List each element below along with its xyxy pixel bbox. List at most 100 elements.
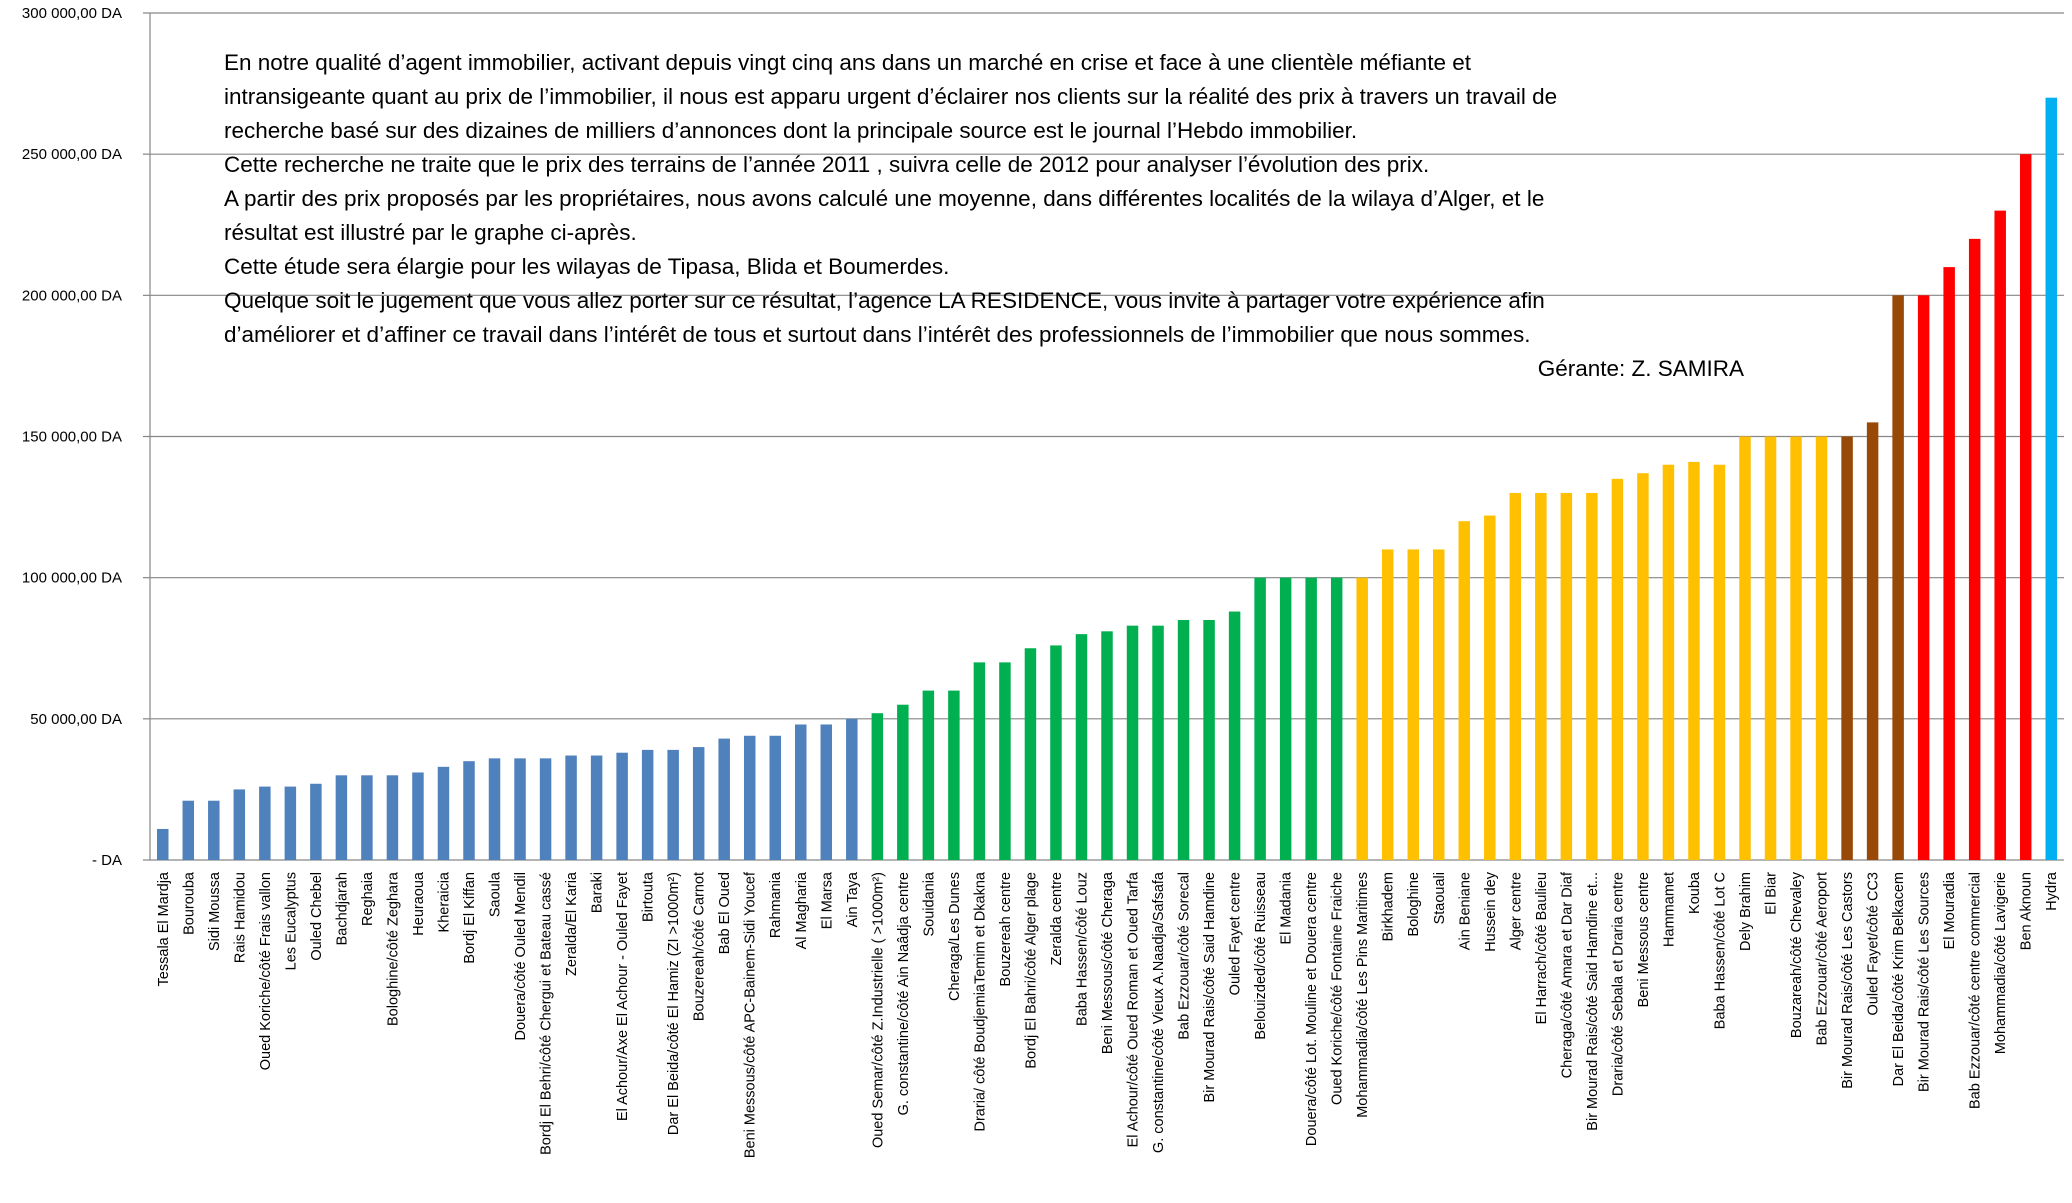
bar xyxy=(1407,549,1419,860)
bar xyxy=(2045,97,2057,860)
note-line: En notre qualité d’agent immobilier, act… xyxy=(224,50,1471,75)
x-tick-label: Bologhine/côté Zeghara xyxy=(385,871,401,1026)
bar xyxy=(1458,521,1471,860)
x-tick-label: Ben Aknoun xyxy=(2019,872,2035,950)
x-tick-label: Tessala El Mardja xyxy=(156,871,172,986)
x-tick-label: Douera/côté Ouled Mendil xyxy=(513,872,529,1040)
x-tick-label: El Achour/Axe El Achour - Ouled Fayet xyxy=(615,872,631,1121)
bar xyxy=(1381,549,1394,860)
x-tick-label: Alger centre xyxy=(1508,872,1524,950)
bar xyxy=(386,775,399,860)
x-tick-label: El Marsa xyxy=(819,871,835,929)
x-tick-label: Bir Mourad Rais/côté Les Sources xyxy=(1917,872,1933,1092)
bar xyxy=(1713,464,1726,860)
note-line: Cette étude sera élargie pour les wilaya… xyxy=(224,254,950,279)
x-tick-label: Oued Semar/côté Z.Industrielle ( >1000m²… xyxy=(870,872,886,1148)
x-tick-label: Bourouba xyxy=(181,871,197,935)
bar xyxy=(157,828,169,860)
bar xyxy=(1790,436,1802,860)
x-tick-label: Oued Koriche/côté Frais vallon xyxy=(258,872,274,1070)
bar xyxy=(182,800,195,860)
bar xyxy=(335,775,348,860)
bar xyxy=(208,800,220,860)
bar xyxy=(999,662,1011,860)
x-tick-label: Bir Mourad Rais/côté Said Hamdine xyxy=(1202,872,1218,1103)
bar xyxy=(1560,492,1573,860)
x-tick-label: Bouzereah/côté Carnot xyxy=(692,872,708,1021)
bar xyxy=(1815,436,1828,860)
bar xyxy=(488,758,501,860)
x-tick-label: El Harrach/côté Baulieu xyxy=(1534,872,1550,1024)
x-tick-label: Souidania xyxy=(921,871,937,936)
bar xyxy=(1126,625,1139,860)
y-tick-label: - DA xyxy=(92,852,122,869)
note-line: Quelque soit le jugement que vous allez … xyxy=(224,288,1545,313)
x-tick-label: Bouzareah/côté Chevaley xyxy=(1789,871,1805,1038)
bar xyxy=(1024,648,1037,860)
x-tick-label: El Achour/côté Oued Roman et Oued Tarfa xyxy=(1126,871,1142,1147)
x-tick-label: El Biar xyxy=(1764,872,1780,915)
bar xyxy=(1586,492,1598,860)
x-tick-label: Mohammadia/côté Lavigerie xyxy=(1993,872,2009,1054)
bar xyxy=(641,749,654,860)
x-tick-label: Ouled Fayet centre xyxy=(1228,872,1244,995)
x-tick-label: Beni Messous/côté Cheraga xyxy=(1100,871,1116,1054)
bar xyxy=(1433,549,1445,860)
x-tick-label: Bab Ezzouar/côté centre commercial xyxy=(1968,872,1984,1109)
x-tick-label: Mohammadia/côté Les Pins Maritimes xyxy=(1355,872,1371,1118)
x-tick-label: Ouled Fayet/côté CC3 xyxy=(1866,872,1882,1015)
bar xyxy=(1152,625,1164,860)
bar xyxy=(590,755,603,860)
bar xyxy=(1662,464,1675,860)
x-tick-label: Oued Koriche/côté Fontaine Fraiche xyxy=(1330,872,1346,1105)
bar xyxy=(1279,577,1292,860)
note-line: d’améliorer et d’affiner ce travail dans… xyxy=(224,322,1531,347)
x-tick-label: Bir Mourad Rais/côté Said Hamdine et... xyxy=(1585,872,1601,1131)
bar xyxy=(233,789,246,860)
bar xyxy=(1330,577,1343,860)
bar xyxy=(1305,577,1317,860)
bar xyxy=(616,752,628,860)
bar xyxy=(1917,295,1930,860)
x-tick-label: El Madania xyxy=(1279,871,1295,944)
bar xyxy=(437,766,450,860)
x-tick-label: Bouzereah centre xyxy=(998,872,1014,986)
x-tick-label: Heuraoua xyxy=(411,871,427,936)
bar xyxy=(1484,515,1496,860)
x-tick-label: Bordj El Behri/côté Chergui et Bateau ca… xyxy=(539,872,555,1155)
bar xyxy=(1050,645,1062,860)
bar xyxy=(1968,238,1981,860)
x-tick-label: Beni Messous/côté APC-Bainem-Sidi Youcef xyxy=(743,871,759,1158)
bar xyxy=(1764,436,1777,860)
x-tick-label: Cheraga/côté Amara et Dar Diaf xyxy=(1559,871,1575,1078)
x-tick-label: G. constantine/côté Ain Naâdja centre xyxy=(896,872,912,1115)
bar xyxy=(846,718,858,860)
x-tick-label: Staouali xyxy=(1432,872,1448,924)
x-tick-label: Baba Hassen/côté Lot C xyxy=(1712,872,1728,1029)
bar xyxy=(1509,492,1522,860)
x-tick-label: Bachdjarah xyxy=(334,872,350,945)
study-note: En notre qualité d’agent immobilier, act… xyxy=(224,46,1744,386)
x-tick-label: Hammamet xyxy=(1661,872,1677,947)
x-tick-label: Saoula xyxy=(488,871,504,917)
bar xyxy=(922,690,935,860)
bar xyxy=(718,738,730,860)
bar xyxy=(361,775,373,860)
bar xyxy=(667,749,679,860)
x-tick-label: Zeralda centre xyxy=(1049,872,1065,966)
x-tick-label: Ain Taya xyxy=(845,871,861,927)
x-tick-label: Beni Messous centre xyxy=(1636,872,1652,1007)
x-tick-labels: Tessala El Mardja Bourouba Sidi Moussa Rais… xyxy=(156,871,2060,1158)
note-line: recherche basé sur des dizaines de milli… xyxy=(224,118,1358,143)
x-tick-label: Rahmania xyxy=(768,871,784,938)
bar xyxy=(1075,634,1088,860)
x-tick-label: G. constantine/côté Vieux A.Naadja/Safsa… xyxy=(1151,871,1167,1153)
bar xyxy=(463,761,475,860)
bar xyxy=(871,713,884,860)
x-tick-label: Bab Ezzouar/côté Sorecal xyxy=(1177,872,1193,1040)
bar xyxy=(1535,492,1547,860)
y-tick-label: 100 000,00 DA xyxy=(22,570,122,587)
bar xyxy=(1203,620,1215,860)
y-tick-label: 50 000,00 DA xyxy=(30,711,122,728)
